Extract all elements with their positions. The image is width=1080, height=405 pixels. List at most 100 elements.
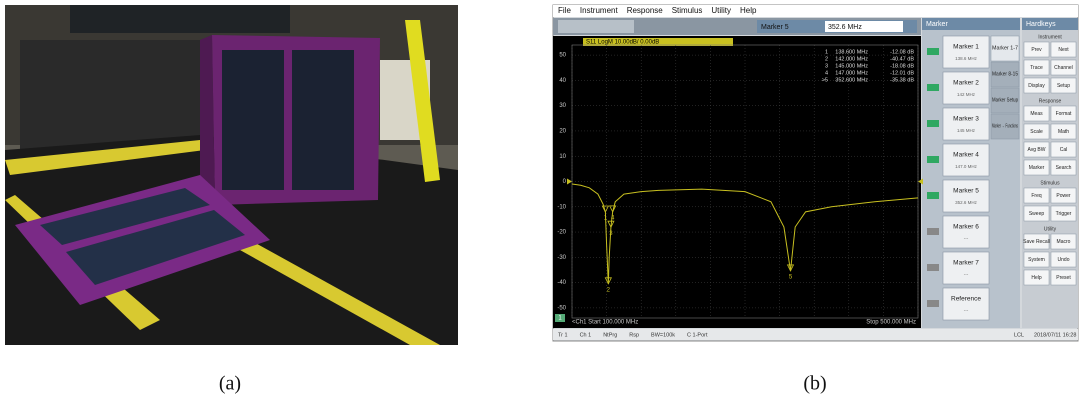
hardkey-label: Next	[1058, 47, 1069, 53]
hardkey-label: Help	[1031, 275, 1042, 281]
menu-item: Stimulus	[672, 6, 703, 15]
hardkey-label: Scale	[1030, 129, 1043, 135]
marker-button[interactable]	[943, 108, 989, 140]
marker-button[interactable]	[943, 36, 989, 68]
hardkey-label: System	[1028, 257, 1045, 263]
marker-button-sub: ---	[964, 308, 969, 313]
y-tick-label: -30	[557, 255, 566, 261]
solar-cell	[292, 50, 354, 190]
marker-row-freq: 145.000 MHz	[835, 63, 868, 69]
marker-row-value: -12.01 dB	[890, 70, 914, 76]
marker-button[interactable]	[943, 144, 989, 176]
hardkey-label: Trigger	[1056, 211, 1072, 217]
y-tick-label: 10	[559, 154, 566, 160]
marker-button-label: Marker 2	[953, 80, 979, 87]
marker-button-sub: 352.6 MHz	[955, 200, 978, 205]
marker-indicator	[927, 84, 939, 91]
trace-header: S11 LogM 10.00dB/ 0.00dB	[586, 40, 659, 46]
marker-row-value: -40.47 dB	[890, 56, 914, 62]
y-tick-label: 30	[559, 103, 566, 109]
marker-button-sub: 138.6 MHz	[955, 56, 978, 61]
status-item: Rsp	[629, 332, 639, 338]
y-tick-label: 50	[559, 53, 566, 59]
marker-button[interactable]	[943, 216, 989, 248]
desk-object	[20, 40, 210, 150]
marker-indicator	[927, 120, 939, 127]
laptop	[70, 5, 290, 33]
marker-button-label: Marker 4	[953, 152, 979, 159]
hardkey-label: Search	[1056, 165, 1072, 171]
hardkey-label: Meas	[1030, 111, 1043, 117]
hardkey-label: Display	[1028, 83, 1045, 89]
figure: Marker 5 352.6 MHz S11 LogM 10.00dB/ 0.0…	[0, 0, 1080, 405]
hardkey-label: Marker	[1029, 165, 1045, 171]
marker-indicator	[927, 300, 939, 307]
marker-row-value: -35.38 dB	[890, 77, 914, 83]
status-item: NtPrg	[603, 332, 617, 338]
hardkey-group-title: Stimulus	[1040, 180, 1060, 186]
y-tick-label: 20	[559, 129, 566, 135]
marker-tab-label: Marker Setup	[992, 97, 1018, 103]
marker-tab-label: Marker → Functions	[992, 123, 1018, 129]
marker-indicator	[927, 192, 939, 199]
marker-button[interactable]	[943, 72, 989, 104]
solar-cell	[222, 50, 284, 190]
marker-button-sub: 147.0 MHz	[955, 164, 978, 169]
marker-row-freq: 147.000 MHz	[835, 70, 868, 76]
photo	[5, 5, 458, 345]
menu-item: Utility	[711, 6, 731, 15]
caption: (a)	[219, 373, 241, 395]
marker-button-sub: ---	[964, 272, 969, 277]
marker-button[interactable]	[943, 288, 989, 320]
marker-row-freq: 138.600 MHz	[835, 49, 868, 55]
marker-button-label: Marker 3	[953, 116, 979, 123]
marker-button-label: Marker 6	[953, 224, 979, 231]
menu-item: Response	[627, 6, 664, 15]
toolbar-marker-value: 352.6 MHz	[828, 24, 862, 31]
page: { "figure": {"caption_a": "(a)", "captio…	[0, 0, 1080, 405]
marker-button[interactable]	[943, 252, 989, 284]
hardkey-label: Undo	[1058, 257, 1070, 263]
status-item: Tr 1	[558, 332, 568, 338]
status-item: 2018/07/11 16:28	[1034, 332, 1076, 338]
hardkey-group-title: Response	[1039, 98, 1062, 104]
marker-row-label: >5	[822, 77, 828, 83]
hardkey-label: Trace	[1030, 65, 1043, 71]
hardkey-label: Freq	[1031, 193, 1042, 199]
status-item: Ch 1	[580, 332, 592, 338]
hardkey-group-title: Utility	[1044, 226, 1057, 232]
hardkey-label: Save Recall	[1023, 239, 1050, 245]
hardkey-label: Channel	[1054, 65, 1073, 71]
marker-tab-label: Marker 1-7	[992, 45, 1018, 51]
status-item: C 1-Port	[687, 332, 708, 338]
marker-panel-title: Marker	[926, 21, 948, 28]
marker-button-sub: 142 MHz	[957, 92, 976, 97]
y-tick-label: -50	[557, 305, 566, 311]
y-tick-label: 40	[559, 78, 566, 84]
marker-button-label: Marker 5	[953, 188, 979, 195]
marker-row-label: 2	[825, 56, 828, 62]
hardkey-label: Preset	[1056, 275, 1071, 281]
toolbar-icons	[558, 20, 634, 33]
hardkey-label: Prev	[1031, 47, 1042, 53]
caption: (b)	[803, 373, 826, 395]
marker-button[interactable]	[943, 180, 989, 212]
marker-indicator	[927, 228, 939, 235]
status-item: LCL	[1014, 332, 1024, 338]
marker-row-freq: 142.000 MHz	[835, 56, 868, 62]
marker-indicator	[927, 156, 939, 163]
marker-row-freq: 352.600 MHz	[835, 77, 868, 83]
marker-button-sub: 145 MHz	[957, 128, 976, 133]
marker-row-value: -18.08 dB	[890, 63, 914, 69]
menu-item: Help	[740, 6, 757, 15]
stop-label: Stop 500.000 MHz	[866, 320, 916, 326]
hardkey-label: Macro	[1057, 239, 1071, 245]
marker-row-label: 4	[825, 70, 828, 76]
marker-row-value: -12.08 dB	[890, 49, 914, 55]
hardkey-label: Sweep	[1029, 211, 1045, 217]
marker-row-label: 3	[825, 63, 828, 69]
hardkey-label: Avg BW	[1028, 147, 1046, 153]
hardkey-label: Power	[1056, 193, 1071, 199]
marker-indicator	[927, 264, 939, 271]
hardkeys-title: Hardkeys	[1026, 21, 1056, 28]
